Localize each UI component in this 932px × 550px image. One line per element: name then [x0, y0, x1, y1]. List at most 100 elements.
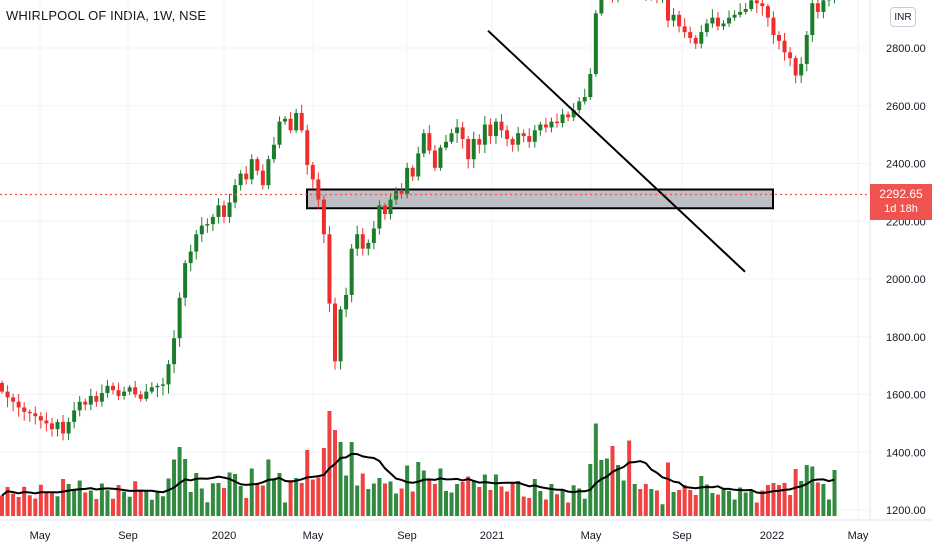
time-tick-label: May [581, 530, 602, 542]
volume-bar [638, 489, 643, 516]
candle-body [61, 421, 66, 434]
volume-bar [482, 474, 487, 516]
candle-body [177, 297, 182, 339]
candle-body [249, 159, 254, 180]
candle-body [788, 52, 793, 59]
volume-bar [61, 479, 66, 516]
volume-bar [77, 480, 82, 516]
candle-body [360, 234, 365, 249]
time-tick-label: 2022 [760, 530, 784, 542]
volume-bar [16, 497, 21, 516]
volume-bar [360, 473, 365, 516]
candle-body [782, 40, 787, 53]
last-price-value: 2292.65 [879, 187, 923, 201]
volume-bar [444, 491, 448, 516]
candle-body [477, 138, 482, 145]
candle-body [205, 224, 210, 226]
volume-bar [116, 485, 121, 516]
candle-body [316, 179, 321, 200]
candle-body [122, 391, 127, 396]
volume-bar [27, 495, 32, 516]
candle-body [571, 110, 576, 118]
volume-bar [743, 492, 748, 516]
price-tick-label: 2800.00 [886, 43, 926, 55]
volume-bar [55, 496, 60, 516]
volume-bar [344, 475, 349, 516]
bar-countdown: 1d 18h [884, 203, 918, 215]
candle-body [310, 164, 315, 180]
volume-bar [33, 498, 38, 516]
volume-bar [127, 496, 132, 516]
candle-body [105, 385, 110, 394]
volume-bar [710, 493, 715, 516]
candle-body [338, 309, 343, 362]
candle-body [199, 225, 204, 235]
volume-bar [149, 499, 154, 516]
volume-bar [516, 481, 521, 516]
volume-bar [283, 502, 288, 516]
volume-bar [22, 486, 27, 516]
candle-body [777, 35, 781, 41]
candle-body [427, 133, 432, 151]
volume-bar [782, 483, 787, 516]
volume-bar [593, 423, 598, 516]
candle-body [222, 205, 226, 217]
volume-bar [427, 479, 432, 516]
candle-body [549, 121, 554, 128]
candle-body [666, 0, 670, 21]
price-tick-label: 2600.00 [886, 101, 926, 113]
volume-bar [138, 489, 143, 516]
candle-body [760, 3, 765, 7]
volume-bar [382, 483, 387, 516]
candle-body [593, 13, 598, 74]
candle-body [227, 202, 232, 217]
candle-body [155, 385, 160, 388]
volume-bar [177, 447, 182, 516]
volume-bar [349, 442, 354, 516]
volume-bar [432, 484, 437, 516]
candle-body [277, 121, 282, 145]
candle-body [244, 173, 249, 180]
volume-bar [294, 478, 299, 516]
candle-body [799, 63, 804, 76]
time-tick-label: 2021 [480, 530, 504, 542]
candle-body [377, 205, 382, 229]
candle-body [99, 393, 104, 402]
candle-body [449, 133, 454, 142]
candle-body [321, 199, 326, 235]
volume-bar [765, 485, 770, 516]
candle-body [327, 234, 332, 304]
candle-body [144, 391, 149, 399]
volume-bar [627, 440, 632, 516]
volume-bar [449, 492, 454, 516]
candle-body [38, 416, 43, 421]
candle-body [793, 58, 798, 76]
candle-body [538, 124, 543, 131]
candle-body [671, 14, 676, 21]
candle-body [394, 190, 399, 200]
candle-body [577, 101, 582, 111]
volume-bar [227, 472, 232, 516]
volume-bar [438, 468, 443, 516]
price-tick-label: 1800.00 [886, 332, 926, 344]
candle-body [754, 0, 759, 4]
volume-bar [582, 498, 587, 516]
candle-body [333, 303, 337, 362]
volume-bar [377, 478, 382, 516]
candle-body [382, 205, 387, 215]
candle-body [765, 6, 770, 18]
candle-body [771, 17, 776, 36]
volume-bar [499, 486, 504, 516]
candle-body [366, 242, 371, 249]
volume-bar [210, 483, 215, 516]
currency-button[interactable]: INR [890, 7, 916, 27]
candle-body [16, 401, 21, 408]
candle-body [710, 17, 715, 24]
volume-bar [777, 485, 781, 516]
candle-body [704, 23, 709, 33]
candle-body [288, 118, 293, 131]
volume-bar [49, 493, 54, 516]
volume-bar [38, 484, 43, 516]
volume-bar [693, 495, 698, 516]
